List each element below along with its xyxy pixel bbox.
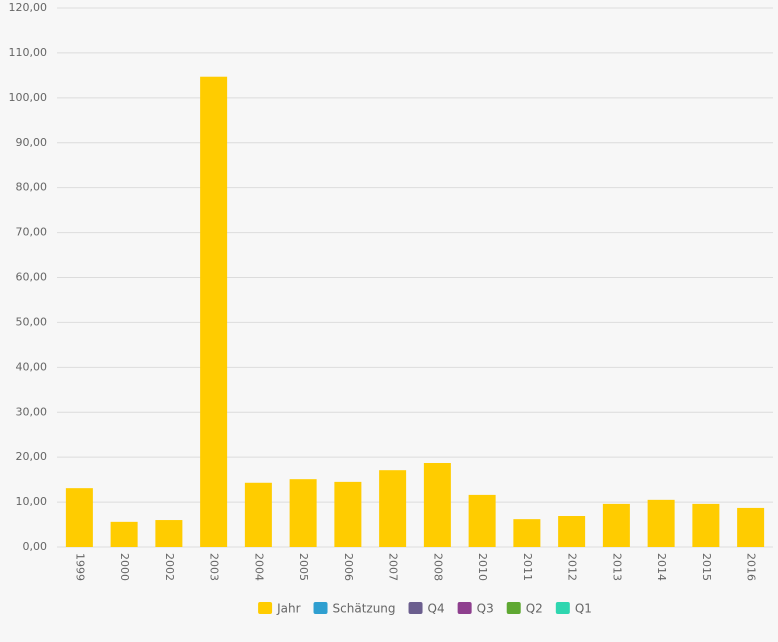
bar [602, 503, 630, 547]
bar [334, 481, 362, 547]
x-tick-label: 2005 [297, 553, 310, 581]
legend-label: Q2 [526, 602, 543, 616]
bar [244, 482, 272, 547]
x-tick-label: 2011 [521, 553, 534, 581]
legend-swatch [408, 602, 423, 614]
bar [155, 520, 183, 547]
y-tick-label: 120,00 [9, 1, 48, 14]
bar [110, 521, 138, 547]
legend-swatch [506, 602, 521, 614]
x-tick-label: 2015 [700, 553, 713, 581]
y-tick-label: 70,00 [16, 226, 48, 239]
y-tick-label: 20,00 [16, 450, 48, 463]
bar [737, 507, 765, 547]
legend: Jahr Schätzung Q4 Q3 Q2 Q1 [258, 602, 592, 616]
x-tick-label: 2002 [163, 553, 176, 581]
x-tick-label: 2014 [655, 553, 668, 581]
y-tick-label: 110,00 [9, 46, 48, 59]
y-tick-label: 80,00 [16, 181, 48, 194]
legend-swatch [258, 602, 273, 614]
x-tick-label: 2007 [387, 553, 400, 581]
x-tick-label: 2008 [431, 553, 444, 581]
x-tick-label: 2003 [208, 553, 221, 581]
y-tick-label: 90,00 [16, 136, 48, 149]
legend-swatch [313, 602, 328, 614]
bar [423, 463, 451, 547]
legend-label: Jahr [276, 602, 300, 616]
legend-swatch [555, 602, 570, 614]
x-tick-label: 2013 [610, 553, 623, 581]
bar [379, 470, 407, 547]
x-tick-label: 2006 [342, 553, 355, 581]
legend-label: Q3 [477, 602, 494, 616]
bar [513, 519, 541, 547]
y-tick-label: 40,00 [16, 360, 48, 373]
bar [65, 488, 93, 547]
bar [558, 516, 586, 547]
x-tick-label: 2004 [252, 553, 265, 581]
y-tick-label: 100,00 [9, 91, 48, 104]
legend-label: Q1 [575, 602, 592, 616]
y-tick-label: 30,00 [16, 405, 48, 418]
y-tick-label: 60,00 [16, 271, 48, 284]
x-tick-label: 1999 [73, 553, 86, 581]
legend-label: Q4 [428, 602, 445, 616]
y-tick-label: 10,00 [16, 495, 48, 508]
x-tick-label: 2012 [566, 553, 579, 581]
x-tick-label: 2016 [745, 553, 758, 581]
y-tick-label: 0,00 [23, 540, 48, 553]
legend-swatch [457, 602, 472, 614]
x-tick-label: 2000 [118, 553, 131, 581]
legend-label: Schätzung [333, 602, 396, 616]
bar [200, 76, 228, 547]
bar [647, 499, 675, 547]
bar [692, 503, 720, 547]
bar [468, 494, 496, 547]
bar [289, 479, 317, 547]
x-tick-label: 2010 [476, 553, 489, 581]
y-tick-label: 50,00 [16, 315, 48, 328]
